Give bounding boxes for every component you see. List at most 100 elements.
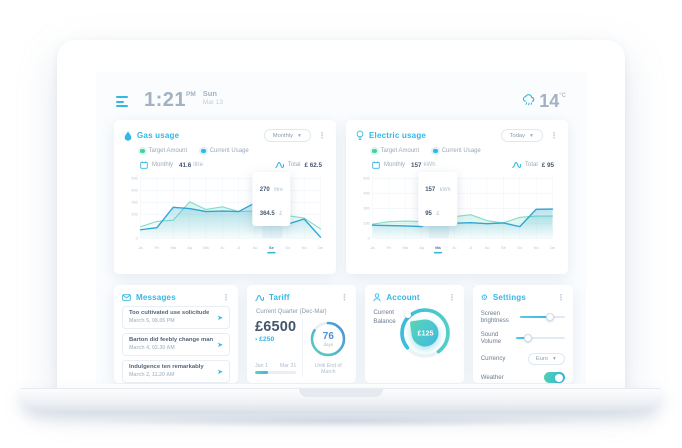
svg-text:Ma: Ma <box>171 245 177 250</box>
card-title: Gas usage <box>137 131 180 140</box>
widgets-row: Messages ⋮ Too cultivated use solicitude… <box>114 285 573 384</box>
svg-text:Ju: Ju <box>452 245 456 250</box>
slider-knob[interactable] <box>524 334 533 342</box>
card-title: Tariff <box>269 293 290 302</box>
volume-label: Sound Volume <box>480 331 502 345</box>
svg-text:300: 300 <box>131 201 137 205</box>
gas-usage-unit: litre <box>193 162 203 168</box>
card-title: Account <box>386 293 420 302</box>
message-item[interactable]: Barton did feebly change man March 4, 02… <box>122 333 230 357</box>
quarter-progress-bar <box>255 371 297 374</box>
gas-usage-chart[interactable]: 500 400 300 200 0 Ja Fe Ma Ap Ma Ju Jl Au Se Oc No De <box>124 172 326 256</box>
tariff-delta-value: £250 <box>259 336 275 343</box>
weather-label: Weather <box>480 374 504 381</box>
svg-text:No: No <box>534 245 540 250</box>
days-remaining-value: 76 <box>322 330 334 342</box>
account-menu-icon[interactable]: ⋮ <box>447 292 456 302</box>
currency-label: Currency <box>480 355 506 362</box>
currency-dropdown[interactable]: Euro ▼ <box>528 352 565 365</box>
card-title: Electric usage <box>369 131 427 140</box>
gauge-knob <box>404 312 411 318</box>
calendar-icon <box>372 161 380 169</box>
electric-info-row: Monthly 157 kWh Total £ 95 <box>372 161 556 169</box>
electric-period-value: Today <box>509 132 526 139</box>
laptop-base <box>20 388 662 411</box>
hamburger-menu-icon[interactable] <box>116 96 128 110</box>
current-balance-label: Current Balance <box>373 309 396 326</box>
svg-text:Ja: Ja <box>138 245 143 250</box>
gas-total-label: Total <box>287 162 301 168</box>
tariff-caption: Until End of March <box>314 363 342 375</box>
clock: 1:21PM Sun Mar 13 <box>144 89 223 112</box>
balance-gauge: £125 <box>396 304 454 362</box>
target-amount-dot <box>372 148 377 154</box>
currency-value: Euro <box>536 355 548 362</box>
electric-total-label: Total <box>525 162 538 168</box>
gas-period-value: Monthly <box>272 132 294 139</box>
svg-text:500: 500 <box>131 177 137 181</box>
open-message-icon[interactable]: ➤ <box>217 341 223 349</box>
electric-usage-card: Electric usage Today ▼ ⋮ Target Amount Cu… <box>346 120 568 274</box>
message-item[interactable]: Indulgence ten remarkably March 2, 11.20… <box>122 360 230 384</box>
open-message-icon[interactable]: ➤ <box>217 314 223 322</box>
svg-text:200: 200 <box>131 213 137 217</box>
chevron-down-icon: ▼ <box>297 132 302 139</box>
temperature-value: 14 <box>539 91 560 111</box>
stats-wave-icon <box>275 161 284 169</box>
days-remaining-unit: days <box>323 341 334 347</box>
gas-total-value: £ 62.5 <box>304 161 322 169</box>
electric-usage-chart[interactable]: 600 450 300 150 0 Ja Fe Ma Ap Ma Ju Jl Au Se Oc No De <box>356 172 558 256</box>
gear-icon: ⚙ <box>480 293 488 302</box>
tariff-menu-icon[interactable]: ⋮ <box>340 292 349 302</box>
envelope-icon <box>122 294 131 301</box>
electric-period-label: Monthly <box>384 162 406 168</box>
svg-text:0: 0 <box>368 236 370 240</box>
messages-card: Messages ⋮ Too cultivated use solicitude… <box>114 285 238 384</box>
electric-period-dropdown[interactable]: Today ▼ <box>500 129 543 142</box>
svg-text:Au: Au <box>253 245 258 250</box>
message-item[interactable]: Too cultivated use solicitude March 5, 0… <box>122 306 230 330</box>
gas-period-dropdown[interactable]: Monthly ▼ <box>263 129 311 142</box>
svg-text:Ma: Ma <box>435 245 441 250</box>
volume-slider[interactable] <box>515 334 565 343</box>
open-message-icon[interactable]: ➤ <box>217 368 223 376</box>
gas-usage-card: Gas usage Monthly ▼ ⋮ Target Amount Curre… <box>114 120 336 274</box>
message-title: Barton did feebly change man <box>129 337 214 344</box>
electric-chart-area: 600 450 300 150 0 Ja Fe Ma Ap Ma Ju Jl Au Se Oc No De 15… <box>356 172 558 256</box>
balance-value: £125 <box>416 328 433 338</box>
range-end: Mar 31 <box>279 363 297 369</box>
gas-period-label: Monthly <box>152 162 174 168</box>
svg-text:400: 400 <box>131 189 137 193</box>
svg-text:Jl: Jl <box>469 245 472 250</box>
account-card: Account ⋮ Current Balance <box>365 285 464 383</box>
legend-label: Current Usage <box>441 148 481 154</box>
temperature-unit: °C <box>559 93 566 99</box>
svg-text:600: 600 <box>363 177 369 181</box>
usage-row: Gas usage Monthly ▼ ⋮ Target Amount Curre… <box>114 120 568 274</box>
person-icon <box>373 293 382 302</box>
days-remaining-ring: 76 days <box>308 319 348 359</box>
brightness-slider[interactable] <box>520 312 565 321</box>
messages-menu-icon[interactable]: ⋮ <box>222 292 230 302</box>
svg-text:Ja: Ja <box>370 245 375 250</box>
settings-menu-icon[interactable]: ⋮ <box>556 292 565 302</box>
electric-total-value: £ 95 <box>541 161 554 169</box>
gas-card-menu-icon[interactable]: ⋮ <box>318 130 326 140</box>
tariff-ring-arc <box>311 321 346 357</box>
topbar: 1:21PM Sun Mar 13 14 °C <box>116 89 566 112</box>
svg-text:Se: Se <box>269 245 275 250</box>
electric-card-menu-icon[interactable]: ⋮ <box>550 130 558 140</box>
slider-knob[interactable] <box>546 312 555 321</box>
tariff-wave-icon <box>255 294 264 301</box>
legend-label: Current Usage <box>209 148 249 154</box>
weather-toggle[interactable] <box>543 372 565 383</box>
electric-usage-value: 157 <box>411 161 422 169</box>
brightness-label: Screen brightness <box>480 309 509 324</box>
quarter-progress-fill <box>255 371 269 374</box>
svg-text:Oc: Oc <box>517 245 522 250</box>
current-usage-dot <box>201 148 206 154</box>
gas-chart-area: 500 400 300 200 0 Ja Fe Ma Ap Ma Ju Jl Au Se Oc No De 27… <box>124 172 326 256</box>
svg-text:Ju: Ju <box>220 245 224 250</box>
legend-label: Target Amount <box>148 148 188 154</box>
